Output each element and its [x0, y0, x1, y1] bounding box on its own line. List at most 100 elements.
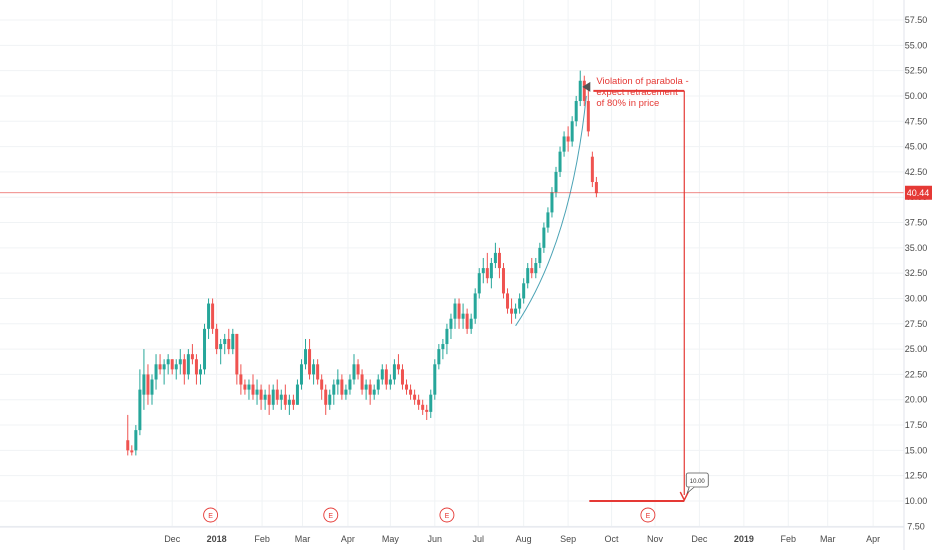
earnings-marker[interactable]: [203, 507, 219, 523]
y-tick-label: 22.50: [905, 369, 928, 379]
annotation-note-line: of 80% in price: [596, 98, 659, 109]
candle-body: [231, 333, 235, 350]
candle-body: [352, 364, 356, 380]
candle-body: [340, 379, 344, 395]
earnings-marker[interactable]: [439, 507, 455, 523]
y-tick-label: 55.00: [905, 40, 928, 50]
candle-body: [594, 182, 598, 194]
candle-body: [396, 364, 400, 370]
earnings-marker-label: E: [328, 513, 333, 520]
candle-body: [522, 283, 526, 299]
y-tick-label: 42.50: [905, 167, 928, 177]
candle-body: [405, 384, 409, 390]
candle-body: [441, 344, 445, 350]
candle-body: [178, 359, 182, 365]
candle-body: [550, 192, 554, 213]
candle-body: [400, 369, 404, 385]
x-tick-label: Apr: [341, 534, 355, 544]
candle-body: [485, 268, 489, 279]
candle-body: [263, 394, 267, 400]
candle-body: [142, 374, 146, 395]
candle-body: [150, 379, 154, 395]
candle-body: [320, 379, 324, 390]
candle-body: [461, 313, 465, 319]
y-tick-label: 32.50: [905, 268, 928, 278]
candle-body: [287, 399, 291, 405]
candles-layer: [126, 70, 598, 456]
candle-body: [207, 303, 211, 329]
candle-body: [501, 268, 505, 294]
parabola-curve: [515, 95, 587, 327]
current-price-tag: [905, 185, 932, 200]
candle-body: [182, 359, 186, 375]
candle-body: [203, 328, 207, 370]
x-tick-label: Feb: [254, 534, 270, 544]
candle-body: [255, 389, 259, 395]
current-price-label: 40.44: [907, 188, 930, 198]
candle-body: [130, 450, 134, 453]
candle-body: [582, 80, 586, 102]
candle-body: [219, 344, 223, 350]
candle-body: [267, 394, 271, 405]
candle-body: [562, 136, 566, 152]
candle-body: [566, 136, 570, 142]
x-tick-label: Jul: [472, 534, 484, 544]
candle-body: [348, 379, 352, 390]
candle-body: [372, 389, 376, 395]
candle-body: [312, 364, 316, 375]
candle-body: [295, 384, 299, 405]
candle-body: [158, 364, 162, 370]
candle-body: [449, 318, 453, 329]
price-axis[interactable]: 57.5055.0052.5050.0047.5045.0042.5040.00…: [905, 15, 932, 531]
earnings-marker[interactable]: [323, 507, 339, 523]
candle-body: [586, 101, 590, 132]
target-callout-pointer: [686, 486, 695, 495]
candle-body: [251, 384, 255, 395]
candle-body: [162, 364, 166, 370]
candle-body: [291, 399, 295, 405]
candle-body: [223, 338, 227, 345]
earnings-marker[interactable]: [640, 507, 656, 523]
y-tick-label: 15.00: [905, 445, 928, 455]
candle-body: [332, 384, 336, 395]
y-tick-label: 37.50: [905, 218, 928, 228]
y-tick-label: 47.50: [905, 116, 928, 126]
candle-body: [477, 273, 481, 294]
candle-body: [364, 384, 368, 390]
candle-body: [489, 263, 493, 279]
candle-body: [526, 268, 530, 284]
candle-body: [542, 227, 546, 248]
x-tick-label: Jun: [428, 534, 443, 544]
candle-body: [283, 394, 287, 405]
candle-body: [429, 394, 433, 412]
candle-body: [590, 156, 594, 183]
candle-body: [154, 364, 158, 380]
candle-body: [518, 298, 522, 309]
x-tick-label: Nov: [647, 534, 664, 544]
candle-body: [360, 374, 364, 390]
candle-body: [328, 394, 332, 405]
y-tick-label: 50.00: [905, 91, 928, 101]
x-tick-label: Oct: [605, 534, 620, 544]
candle-body: [235, 333, 239, 375]
candle-body: [279, 394, 283, 400]
candle-body: [304, 349, 308, 365]
candle-body: [170, 359, 174, 370]
candle-body: [433, 364, 437, 395]
candle-body: [344, 389, 348, 395]
time-axis[interactable]: Dec 2018 Feb Mar Apr May Jun Jul Aug Sep Oct Nov Dec…: [164, 534, 880, 544]
candle-body: [243, 384, 247, 390]
candle-body: [324, 389, 328, 405]
target-callout-label: 10.00: [690, 479, 706, 485]
candle-body: [514, 308, 518, 314]
candle-body: [558, 151, 562, 172]
peak-arrow-marker: [582, 81, 591, 92]
candle-body: [425, 409, 429, 412]
target-callout-box: [685, 472, 709, 488]
candle-body: [574, 101, 578, 122]
candle-body: [437, 349, 441, 365]
candle-body: [469, 318, 473, 329]
candle-body: [530, 268, 534, 274]
earnings-marker-label: E: [445, 513, 450, 520]
